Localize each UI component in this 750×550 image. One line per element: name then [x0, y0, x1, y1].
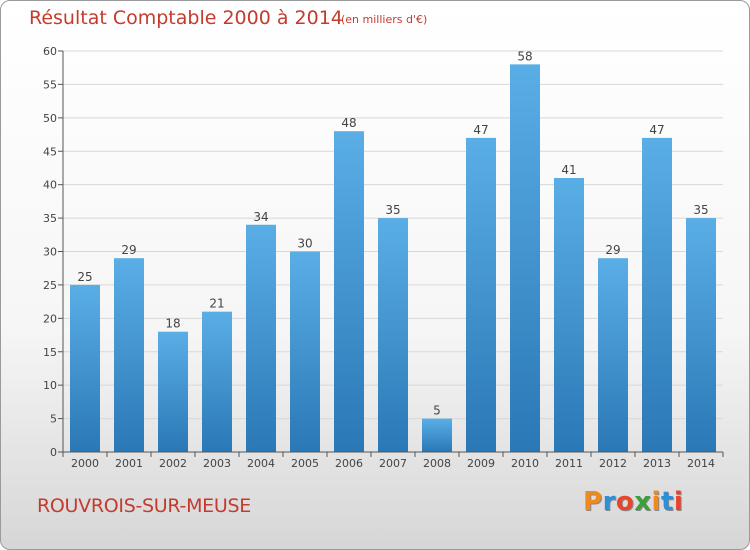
proxiti-logo: Proxiti: [583, 487, 683, 517]
value-label: 25: [77, 270, 92, 284]
y-tick-label: 40: [43, 179, 57, 192]
value-label: 35: [693, 203, 708, 217]
y-tick-label: 45: [43, 145, 57, 158]
bar-2007: [378, 218, 408, 452]
y-tick-label: 25: [43, 279, 57, 292]
logo-letter: t: [660, 487, 674, 517]
chart-subtitle: (en milliers d'€): [341, 13, 428, 26]
bar-2005: [290, 251, 320, 452]
commune-name: ROUVROIS-SUR-MEUSE: [37, 495, 251, 517]
bar-2013: [642, 137, 672, 452]
bar-2004: [246, 224, 276, 452]
bar-2000: [70, 284, 100, 452]
value-label: 47: [473, 123, 488, 137]
value-label: 35: [385, 203, 400, 217]
value-label: 30: [297, 237, 312, 251]
y-tick-label: 15: [43, 346, 57, 359]
x-tick-label: 2000: [71, 457, 99, 470]
x-tick-label: 2013: [643, 457, 671, 470]
value-label: 34: [253, 210, 268, 224]
logo-letter: i: [673, 487, 684, 517]
y-tick-label: 0: [50, 446, 57, 459]
bar-2002: [158, 331, 188, 452]
bar-2006: [334, 131, 364, 452]
y-tick-label: 55: [43, 78, 57, 91]
logo-letter: x: [634, 487, 652, 517]
x-tick-label: 2004: [247, 457, 275, 470]
y-tick-label: 60: [43, 45, 57, 58]
y-tick-label: 20: [43, 312, 57, 325]
x-tick-label: 2001: [115, 457, 143, 470]
value-label: 18: [165, 317, 180, 331]
x-tick-label: 2014: [687, 457, 715, 470]
x-tick-label: 2007: [379, 457, 407, 470]
x-tick-label: 2008: [423, 457, 451, 470]
x-tick-label: 2003: [203, 457, 231, 470]
bar-2012: [598, 258, 628, 452]
x-tick-label: 2006: [335, 457, 363, 470]
logo-letter: r: [602, 487, 616, 517]
y-tick-label: 10: [43, 379, 57, 392]
x-tick-label: 2011: [555, 457, 583, 470]
value-label: 41: [561, 163, 576, 177]
value-label: 58: [517, 49, 532, 63]
bar-2009: [466, 137, 496, 452]
value-label: 5: [433, 404, 441, 418]
value-label: 48: [341, 116, 356, 130]
chart-title: Résultat Comptable 2000 à 2014: [29, 7, 343, 29]
bar-2001: [114, 258, 144, 452]
value-label: 21: [209, 297, 224, 311]
value-label: 29: [121, 243, 136, 257]
x-tick-label: 2010: [511, 457, 539, 470]
x-tick-label: 2012: [599, 457, 627, 470]
bar-2003: [202, 311, 232, 452]
bar-2014: [686, 218, 716, 452]
bar-2008: [422, 418, 452, 452]
bar-2010: [510, 64, 540, 452]
y-tick-label: 30: [43, 246, 57, 259]
y-tick-label: 5: [50, 413, 57, 426]
logo-letter: i: [651, 487, 661, 517]
y-tick-label: 35: [43, 212, 57, 225]
y-tick-label: 50: [43, 112, 57, 125]
bar-2011: [554, 177, 584, 452]
value-label: 47: [649, 123, 664, 137]
logo-letter: P: [583, 487, 603, 517]
logo-letter: o: [615, 487, 635, 517]
x-tick-label: 2009: [467, 457, 495, 470]
value-label: 29: [605, 243, 620, 257]
x-tick-label: 2002: [159, 457, 187, 470]
x-tick-label: 2005: [291, 457, 319, 470]
